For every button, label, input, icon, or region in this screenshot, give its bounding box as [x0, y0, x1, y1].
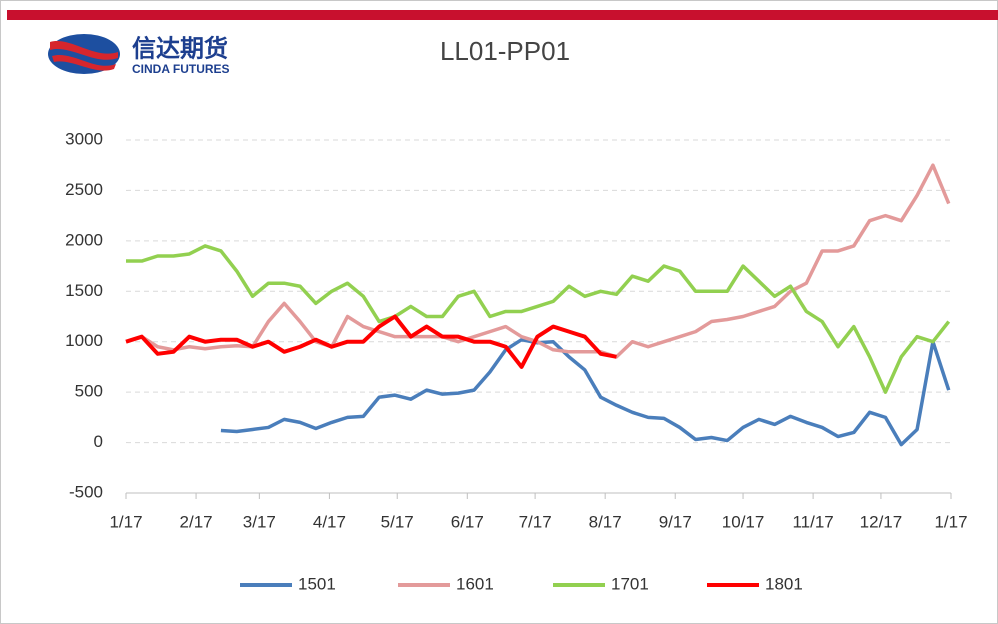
- x-tick-label: 1/17: [109, 512, 142, 531]
- legend-label: 1601: [456, 574, 494, 593]
- x-tick-label: 10/17: [722, 512, 765, 531]
- legend-label: 1801: [765, 574, 803, 593]
- legend-label: 1501: [298, 574, 336, 593]
- series-line: [220, 337, 951, 447]
- x-tick-label: 9/17: [659, 512, 692, 531]
- y-tick-label: 2000: [65, 230, 103, 249]
- x-tick-label: 11/17: [792, 512, 833, 531]
- logo-subname: CINDA FUTURES: [132, 62, 230, 76]
- logo-stripe: [52, 54, 116, 71]
- x-tick-label: 8/17: [589, 512, 622, 531]
- y-tick-label: -500: [69, 482, 103, 501]
- x-tick-label: 12/17: [860, 512, 903, 531]
- logo: 信达期货 CINDA FUTURES: [48, 34, 230, 76]
- logo-stripe: [50, 41, 118, 60]
- y-tick-label: 500: [75, 382, 103, 401]
- chart-title: LL01-PP01: [440, 36, 570, 66]
- legend-label: 1701: [611, 574, 649, 593]
- x-tick-label: 2/17: [180, 512, 213, 531]
- y-tick-label: 1500: [65, 281, 103, 300]
- y-tick-label: 0: [94, 432, 103, 451]
- x-tick-label: 4/17: [313, 512, 346, 531]
- series-line: [126, 244, 951, 394]
- y-tick-label: 1000: [65, 331, 103, 350]
- x-tick-label: 3/17: [243, 512, 276, 531]
- x-tick-label: 6/17: [451, 512, 484, 531]
- x-tick-label: 1/17: [934, 512, 967, 531]
- x-tick-label: 7/17: [519, 512, 552, 531]
- series-line: [125, 314, 617, 369]
- y-tick-label: 3000: [65, 129, 103, 148]
- series-line: [125, 163, 951, 359]
- top-bar: [7, 10, 998, 20]
- x-tick-label: 5/17: [381, 512, 414, 531]
- logo-name: 信达期货: [132, 34, 228, 62]
- y-tick-label: 2500: [65, 180, 103, 199]
